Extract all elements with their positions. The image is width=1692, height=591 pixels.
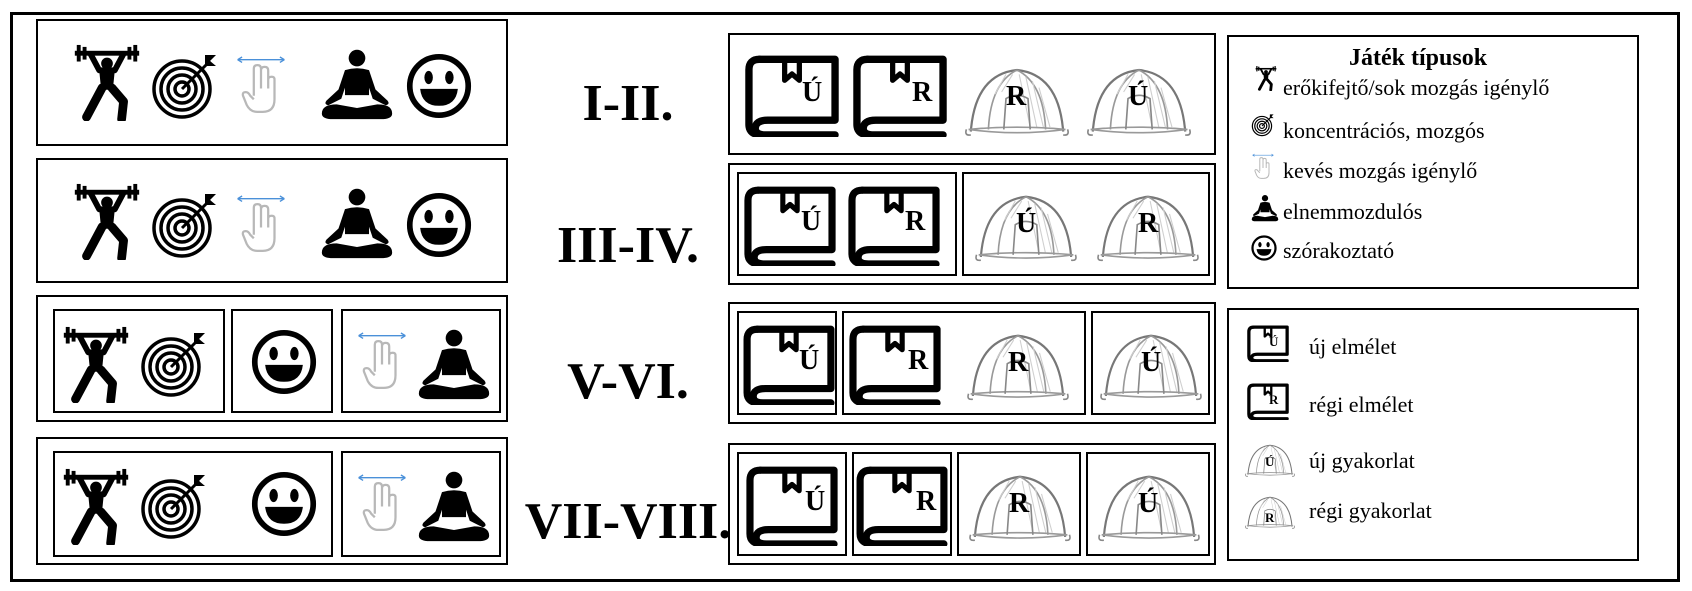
meditation-icon — [417, 327, 491, 401]
legend-item-label: régi elmélet — [1309, 392, 1414, 417]
lesson-types-legend: Ú új elmélet R régi elmélet Ú új gyakorl… — [1227, 308, 1639, 561]
target-icon — [139, 329, 209, 399]
lesson-group-old: R R — [842, 311, 1086, 415]
lesson-cell-3: R — [957, 452, 1081, 556]
legend-title: Játék típusok — [1349, 45, 1488, 71]
lesson-group-practice: Ú R — [962, 172, 1210, 276]
book-icon — [743, 184, 837, 266]
game-group-active-fun — [53, 451, 333, 557]
swipe-hand-icon — [355, 327, 409, 393]
meditation-icon — [417, 469, 491, 543]
smiley-icon — [406, 192, 472, 258]
smiley-icon — [251, 329, 317, 395]
legend-item-label: erőkifejtő/sok mozgás igénylő — [1283, 75, 1550, 100]
smiley-icon — [406, 53, 472, 119]
grade-label-2: III-IV. — [556, 217, 700, 274]
book-icon — [847, 184, 941, 266]
grade-label-4: VII-VIII. — [524, 493, 732, 550]
target-icon — [150, 190, 220, 260]
grade-label-1: I-II. — [582, 75, 674, 132]
lessons-row-1: Ú R R Ú — [728, 33, 1216, 155]
weightlifter-icon — [61, 467, 131, 545]
weightlifter-icon — [61, 325, 131, 403]
games-row-3 — [36, 295, 508, 422]
target-icon — [150, 51, 220, 121]
swipe-hand-icon — [355, 469, 409, 535]
legend-item-label: szórakoztató — [1283, 238, 1395, 263]
legend-item-label: koncentrációs, mozgós — [1283, 118, 1485, 143]
lesson-group-new-theory: Ú — [737, 311, 837, 415]
games-row-4 — [36, 437, 508, 565]
games-row-1 — [36, 19, 508, 146]
lessons-row-4: Ú R R Ú — [728, 443, 1216, 565]
game-group-calm — [341, 451, 501, 557]
book-icon — [744, 53, 840, 137]
lesson-cell-2: R — [852, 452, 952, 556]
book-icon — [1247, 324, 1289, 362]
target-icon — [1251, 113, 1275, 137]
grade-label-3: V-VI. — [567, 353, 689, 410]
legend-item-label: új gyakorlat — [1309, 448, 1415, 473]
game-types-legend: Játék típusok erőkifejtő/sok mozgás igén… — [1227, 35, 1639, 289]
meditation-icon — [320, 47, 394, 121]
game-group-calm — [341, 309, 501, 413]
meditation-icon — [1251, 194, 1279, 222]
game-group-fun — [231, 309, 333, 413]
lesson-group-new-practice: Ú — [1091, 311, 1210, 415]
target-icon — [139, 471, 209, 541]
games-row-2 — [36, 158, 508, 283]
legend-item-label: elnemmozdulós — [1283, 199, 1423, 224]
book-icon — [852, 53, 948, 137]
swipe-hand-icon — [234, 190, 288, 256]
page-frame — [10, 12, 1680, 582]
swipe-hand-icon — [234, 51, 288, 117]
meditation-icon — [320, 186, 394, 260]
lesson-cell-4: Ú — [1086, 452, 1210, 556]
weightlifter-icon — [72, 182, 142, 260]
lessons-row-3: Ú R R Ú — [728, 302, 1216, 424]
smiley-icon — [1251, 235, 1277, 261]
weightlifter-icon — [72, 43, 142, 121]
lesson-group-theory: Ú R — [737, 172, 957, 276]
weightlifter-icon — [1255, 65, 1277, 91]
legend-item-label: kevés mozgás igénylő — [1283, 158, 1478, 183]
legend-item-label: új elmélet — [1309, 334, 1397, 359]
book-icon — [1247, 382, 1289, 420]
lesson-cell-1: Ú — [737, 452, 847, 556]
swipe-hand-icon — [1251, 151, 1275, 181]
lessons-row-2: Ú R Ú R — [728, 163, 1216, 285]
game-group-active — [53, 309, 225, 413]
legend-item-label: régi gyakorlat — [1309, 498, 1432, 523]
book-icon — [743, 323, 835, 405]
smiley-icon — [251, 471, 317, 537]
